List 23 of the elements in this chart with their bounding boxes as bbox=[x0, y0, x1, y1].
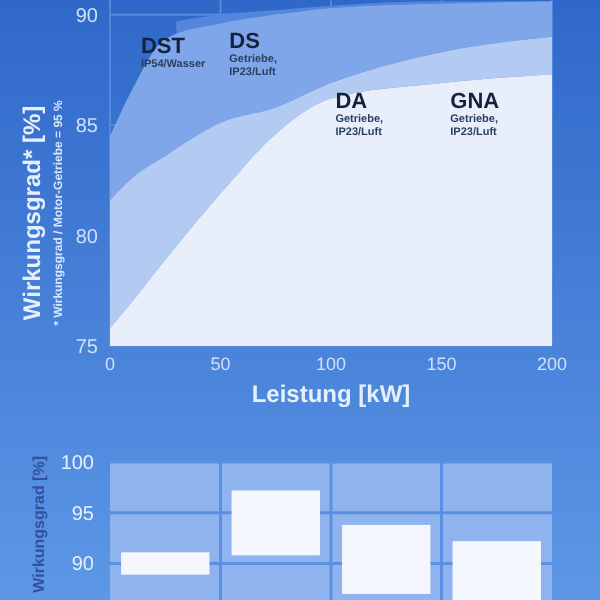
bar bbox=[452, 541, 541, 600]
x-tick-label: 50 bbox=[210, 354, 231, 374]
x-tick-label: 150 bbox=[426, 354, 457, 374]
y-tick-label: 85 bbox=[75, 116, 99, 139]
y-tick-label: 75 bbox=[75, 337, 99, 359]
y-tick-label: 80 bbox=[75, 226, 99, 249]
y-tick-label: 90 bbox=[71, 554, 95, 577]
y-tick-label: 90 bbox=[75, 5, 99, 28]
bar bbox=[231, 490, 320, 556]
series-label: DST bbox=[140, 34, 186, 59]
x-tick-label: 0 bbox=[104, 354, 116, 374]
x-tick-label: 200 bbox=[536, 354, 568, 374]
bar bbox=[121, 552, 210, 575]
x-axis-title: Leistung [kW] bbox=[251, 380, 411, 408]
y-tick-label: 95 bbox=[71, 503, 95, 526]
x-tick-label: 100 bbox=[315, 354, 347, 374]
series-label: DS bbox=[229, 30, 260, 55]
series-label: GNA bbox=[450, 90, 500, 115]
series-label: DA bbox=[335, 89, 368, 114]
y-axis-title: Wirkungsgrad* [%] bbox=[18, 105, 46, 321]
y-tick-label: 100 bbox=[60, 453, 95, 475]
bar bbox=[342, 524, 431, 594]
y-axis-title: Wirkungsgrad [%] bbox=[30, 455, 48, 593]
